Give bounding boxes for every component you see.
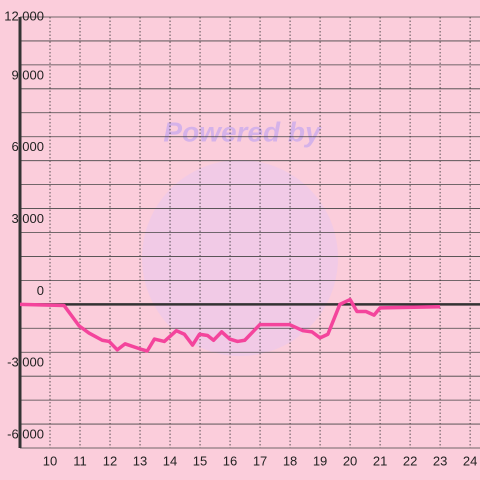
y-tick-label: 3,000 xyxy=(11,211,44,226)
x-tick-label: 19 xyxy=(313,453,327,468)
x-tick-label: 24 xyxy=(463,453,477,468)
y-tick-label: 12,000 xyxy=(4,8,44,23)
x-tick-label: 17 xyxy=(253,453,267,468)
y-tick-label: -3,000 xyxy=(7,355,44,370)
x-tick-label: 20 xyxy=(343,453,357,468)
y-tick-label: 9,000 xyxy=(11,67,44,82)
x-tick-label: 13 xyxy=(133,453,147,468)
y-tick-label: 0 xyxy=(37,283,44,298)
x-tick-label: 16 xyxy=(223,453,237,468)
watermark-logo xyxy=(142,160,338,356)
x-tick-label: 12 xyxy=(103,453,117,468)
x-tick-label: 14 xyxy=(163,453,177,468)
x-tick-label: 22 xyxy=(403,453,417,468)
x-tick-label: 10 xyxy=(43,453,57,468)
x-tick-label: 11 xyxy=(73,453,87,468)
x-tick-label: 18 xyxy=(283,453,297,468)
x-tick-label: 21 xyxy=(373,453,387,468)
data-line xyxy=(19,297,441,353)
y-tick-label: 6,000 xyxy=(11,139,44,154)
y-tick-label: -6,000 xyxy=(7,426,44,441)
x-tick-label: 15 xyxy=(193,453,207,468)
watermark-text: Powered by xyxy=(163,116,322,147)
x-tick-label: 23 xyxy=(433,453,447,468)
